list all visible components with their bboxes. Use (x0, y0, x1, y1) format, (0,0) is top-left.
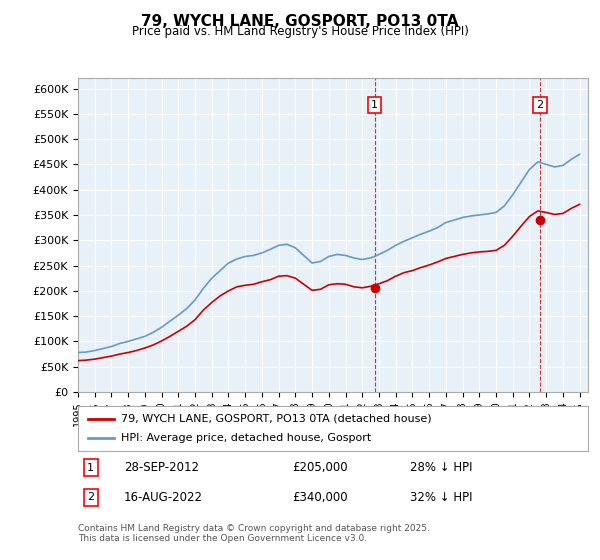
Text: 79, WYCH LANE, GOSPORT, PO13 0TA: 79, WYCH LANE, GOSPORT, PO13 0TA (142, 14, 458, 29)
Text: 79, WYCH LANE, GOSPORT, PO13 0TA (detached house): 79, WYCH LANE, GOSPORT, PO13 0TA (detach… (121, 413, 432, 423)
Point (110, 415, 118, 422)
Text: 1: 1 (371, 100, 378, 110)
Text: £205,000: £205,000 (292, 461, 348, 474)
Text: 2: 2 (536, 100, 544, 110)
Text: 28% ↓ HPI: 28% ↓ HPI (409, 461, 472, 474)
Point (110, 435, 118, 442)
Text: Price paid vs. HM Land Registry's House Price Index (HPI): Price paid vs. HM Land Registry's House … (131, 25, 469, 38)
Text: 32% ↓ HPI: 32% ↓ HPI (409, 491, 472, 504)
Point (85, 435, 92, 442)
Text: 16-AUG-2022: 16-AUG-2022 (124, 491, 203, 504)
Text: 1: 1 (87, 463, 94, 473)
Text: 28-SEP-2012: 28-SEP-2012 (124, 461, 199, 474)
Text: Contains HM Land Registry data © Crown copyright and database right 2025.
This d: Contains HM Land Registry data © Crown c… (78, 524, 430, 543)
Text: 2: 2 (87, 492, 94, 502)
Text: £340,000: £340,000 (292, 491, 348, 504)
Text: HPI: Average price, detached house, Gosport: HPI: Average price, detached house, Gosp… (121, 433, 371, 444)
Point (85, 415, 92, 422)
